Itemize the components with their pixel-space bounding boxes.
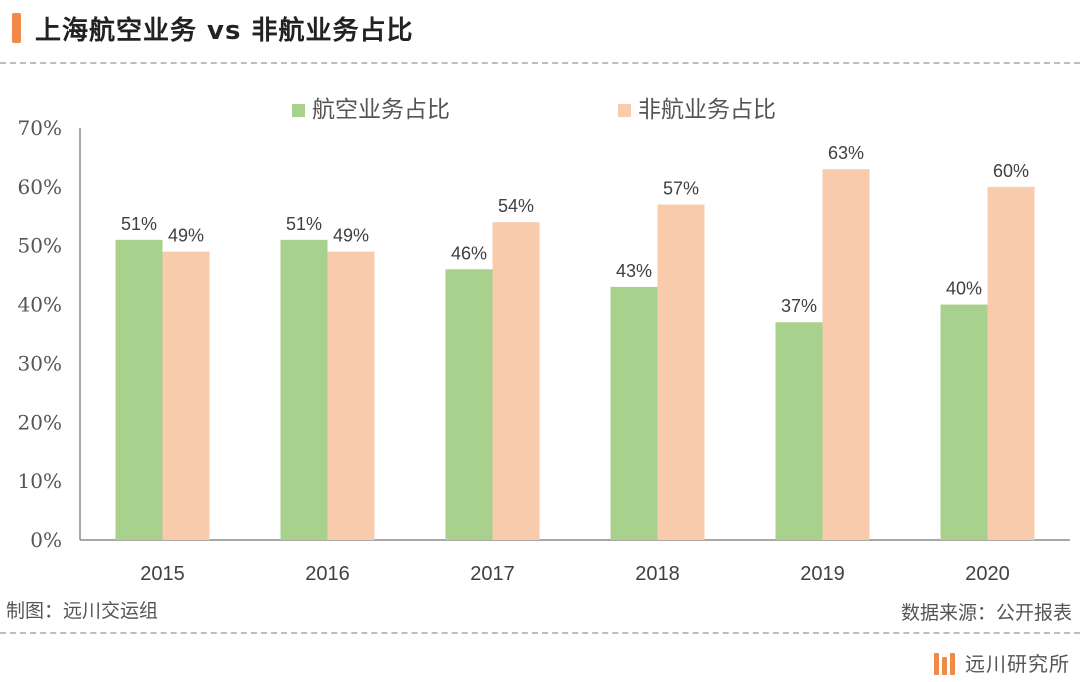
- y-tick-label: 10%: [18, 469, 62, 493]
- data-label: 54%: [498, 196, 534, 216]
- top-divider: [0, 62, 1080, 64]
- data-label: 51%: [286, 214, 322, 234]
- bar-aviation: [280, 239, 328, 541]
- data-label: 37%: [781, 296, 817, 316]
- title-accent-bar: [12, 13, 21, 43]
- data-label: 46%: [451, 243, 487, 263]
- bar-non-aviation: [657, 204, 705, 540]
- data-label: 40%: [946, 279, 982, 299]
- brand-logo-icon: [934, 651, 955, 675]
- data-source: 数据来源：公开报表: [900, 602, 1072, 624]
- y-tick-label: 20%: [18, 410, 62, 434]
- y-tick-label: 70%: [18, 116, 62, 140]
- bar-non-aviation: [327, 251, 375, 540]
- y-tick-label: 0%: [30, 528, 62, 552]
- x-tick-label: 2020: [965, 563, 1010, 585]
- bar-non-aviation: [492, 222, 540, 540]
- legend-swatch: [292, 104, 305, 117]
- made-by-credit: 制图：远川交运组: [6, 600, 159, 622]
- y-tick-label: 60%: [18, 175, 62, 199]
- data-label: 49%: [333, 226, 369, 246]
- bar-aviation: [940, 304, 988, 540]
- bar-non-aviation: [822, 169, 870, 540]
- data-label: 57%: [663, 179, 699, 199]
- x-tick-label: 2016: [305, 563, 350, 585]
- bar-aviation: [115, 239, 163, 541]
- data-label: 60%: [993, 161, 1029, 181]
- bar-non-aviation: [162, 251, 210, 540]
- data-label: 63%: [828, 143, 864, 163]
- bar-aviation: [775, 322, 823, 540]
- y-tick-label: 50%: [18, 234, 62, 258]
- legend-label: 航空业务占比: [312, 97, 450, 123]
- legend-label: 非航业务占比: [638, 97, 776, 123]
- brand-mark: 远川研究所: [934, 648, 1070, 677]
- y-tick-label: 30%: [18, 351, 62, 375]
- bar-aviation: [445, 269, 493, 540]
- y-tick-label: 40%: [18, 293, 62, 317]
- x-tick-label: 2017: [470, 563, 515, 585]
- x-tick-label: 2018: [635, 563, 680, 585]
- brand-name: 远川研究所: [965, 652, 1070, 676]
- data-label: 43%: [616, 261, 652, 281]
- x-tick-label: 2019: [800, 563, 845, 585]
- data-label: 49%: [168, 226, 204, 246]
- page-title: 上海航空业务 vs 非航业务占比: [35, 15, 414, 46]
- legend-swatch: [618, 104, 631, 117]
- bar-aviation: [610, 286, 658, 540]
- x-tick-label: 2015: [140, 563, 185, 585]
- bar-chart: 0% 10% 20% 30% 40% 50% 60% 70% 51% 49% 2015 51% 49% 2…: [18, 97, 1070, 585]
- bar-non-aviation: [987, 186, 1035, 540]
- data-label: 51%: [121, 214, 157, 234]
- bottom-divider: [0, 632, 1080, 634]
- title-bar: 上海航空业务 vs 非航业务占比: [12, 6, 414, 50]
